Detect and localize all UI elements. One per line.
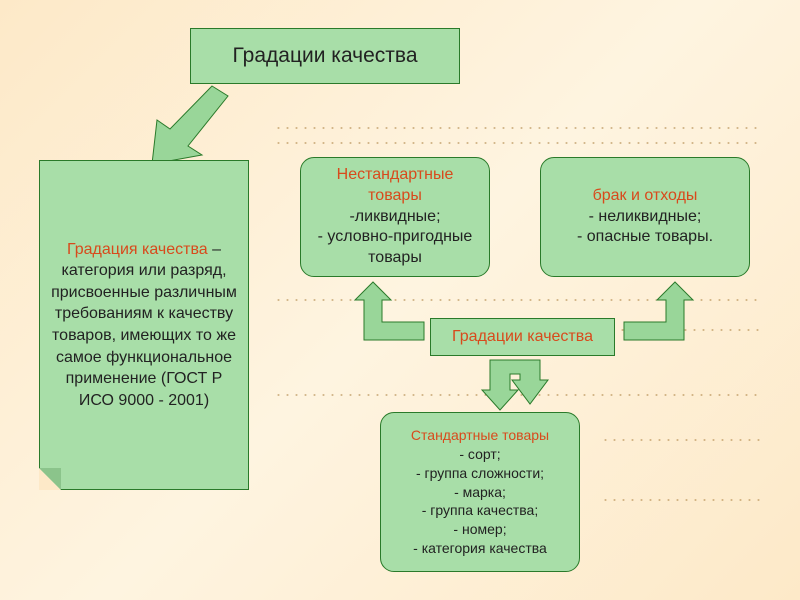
standard-item: - категория качества <box>413 539 547 558</box>
reject-item: - неликвидные; <box>589 207 702 228</box>
fold-corner <box>39 468 61 490</box>
standard-item: - группа сложности; <box>416 464 544 483</box>
arrow-center-to-std <box>482 360 548 410</box>
reject-box: брак и отходы - неликвидные; - опасные т… <box>540 157 750 277</box>
nonstandard-item: -ликвидные; <box>349 207 440 228</box>
definition-text: Градация качества – категория или разряд… <box>48 239 240 412</box>
standard-item: - марка; <box>454 483 506 502</box>
reject-item: - опасные товары. <box>577 227 713 248</box>
standard-head: Стандартные товары <box>411 426 549 445</box>
nonstandard-item: - условно-пригодные товары <box>309 227 481 269</box>
definition-body: – категория или разряд, присвоенные разл… <box>51 241 237 409</box>
standard-box: Стандартные товары - сорт; - группа слож… <box>380 412 580 572</box>
center-text: Градации качества <box>452 328 593 346</box>
standard-item: - номер; <box>453 520 506 539</box>
title-box: Градации качества <box>190 28 460 84</box>
nonstandard-box: Нестандартные товары -ликвидные; - услов… <box>300 157 490 277</box>
title-text: Градации качества <box>232 44 417 68</box>
definition-box: Градация качества – категория или разряд… <box>39 160 249 490</box>
standard-item: - сорт; <box>459 445 500 464</box>
arrow-center-to-nonstd <box>355 282 424 340</box>
center-box: Градации качества <box>430 318 615 356</box>
nonstandard-head: Нестандартные товары <box>309 165 481 207</box>
arrow-center-to-reject <box>624 282 693 340</box>
definition-head: Градация качества <box>67 241 208 258</box>
reject-head: брак и отходы <box>593 186 698 207</box>
standard-item: - группа качества; <box>422 501 538 520</box>
arrow-title-to-def <box>152 86 228 164</box>
